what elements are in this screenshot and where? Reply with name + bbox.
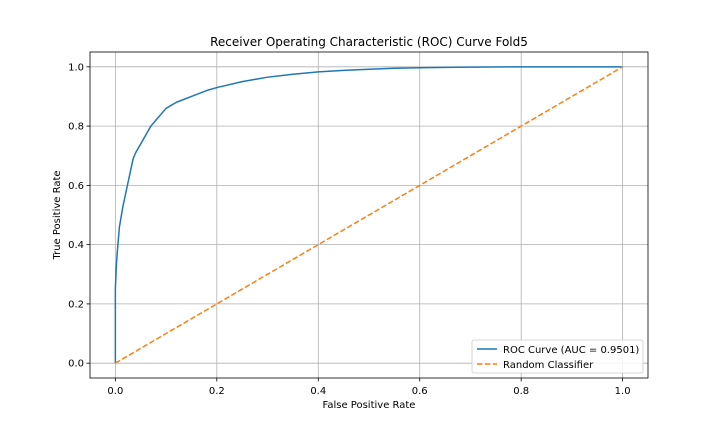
y-tick-label: 1.0	[68, 62, 84, 73]
y-tick-label: 0.2	[68, 299, 84, 310]
legend: ROC Curve (AUC = 0.9501) Random Classifi…	[472, 340, 643, 373]
x-tick-label: 0.6	[412, 386, 428, 397]
chart-title: Receiver Operating Characteristic (ROC) …	[210, 35, 528, 49]
y-tick-label: 0.0	[68, 359, 84, 370]
x-axis-label: False Positive Rate	[323, 400, 416, 411]
legend-roc-label: ROC Curve (AUC = 0.9501)	[503, 345, 639, 356]
x-tick-label: 0.4	[310, 386, 326, 397]
x-tick-label: 1.0	[615, 386, 631, 397]
y-tick-label: 0.6	[68, 181, 84, 192]
y-tick-label: 0.8	[68, 122, 84, 133]
y-tick-label: 0.4	[68, 240, 84, 251]
legend-random-label: Random Classifier	[503, 360, 594, 371]
x-tick-label: 0.2	[209, 386, 225, 397]
x-tick-label: 0.0	[107, 386, 123, 397]
y-axis-label: True Positive Rate	[52, 170, 63, 260]
x-tick-label: 0.8	[513, 386, 529, 397]
